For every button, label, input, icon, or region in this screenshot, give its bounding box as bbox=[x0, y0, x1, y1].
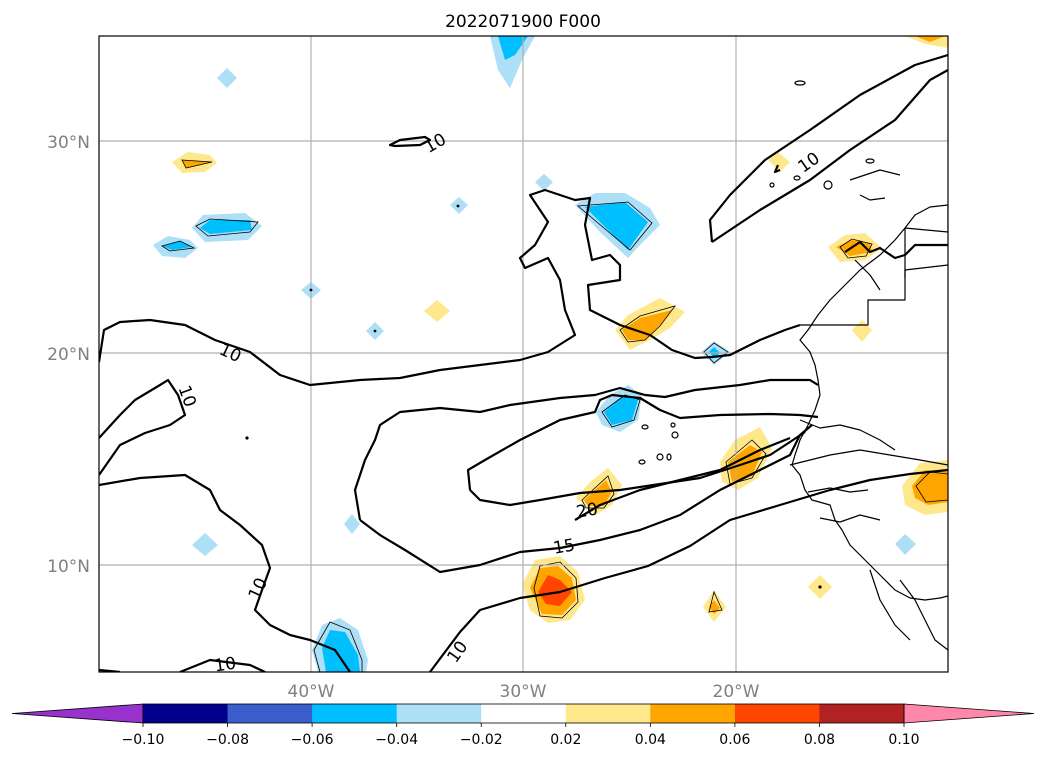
contour-label: 15 bbox=[552, 535, 577, 558]
colorbar-extend-min bbox=[11, 703, 144, 724]
colorbar-segment bbox=[819, 704, 905, 723]
neg-region bbox=[200, 220, 252, 234]
colorbar-frame bbox=[142, 703, 905, 724]
neg-region bbox=[217, 68, 237, 88]
pos-region bbox=[182, 160, 212, 168]
lat-label: 20°N bbox=[47, 345, 90, 365]
colorbar-tick-label: −0.04 bbox=[375, 732, 418, 748]
neg-region bbox=[490, 36, 535, 88]
latitude-labels: 30°N 20°N 10°N bbox=[47, 133, 90, 577]
colorbar-tick-label: 0.04 bbox=[635, 732, 666, 748]
pos-region bbox=[538, 575, 572, 606]
island bbox=[793, 175, 801, 181]
pos-region bbox=[912, 470, 948, 505]
colorbar-segment bbox=[565, 704, 651, 723]
colorbar-tick-label: 0.02 bbox=[550, 732, 581, 748]
pos-region bbox=[915, 36, 945, 42]
island bbox=[638, 459, 646, 465]
neg-region bbox=[344, 514, 360, 534]
colorbar-segment bbox=[396, 704, 482, 723]
island bbox=[641, 424, 649, 430]
colorbar-tick-label: 0.10 bbox=[888, 732, 919, 748]
lon-label: 30°W bbox=[500, 682, 547, 702]
island bbox=[670, 422, 676, 428]
colorbar-tick-label: −0.08 bbox=[206, 732, 249, 748]
colorbar-segment bbox=[227, 704, 313, 723]
colorbar-tick-label: −0.10 bbox=[122, 732, 165, 748]
neg-region bbox=[192, 533, 218, 556]
colorbar-segment bbox=[734, 704, 820, 723]
pos-region bbox=[622, 310, 672, 340]
colorbar-segment bbox=[650, 704, 736, 723]
neg-region bbox=[535, 174, 553, 191]
contours bbox=[99, 53, 948, 672]
neg-region bbox=[163, 241, 192, 250]
colorbar-segment bbox=[481, 704, 567, 723]
colorbar-tick-label: −0.02 bbox=[460, 732, 503, 748]
contour-dot bbox=[373, 329, 377, 333]
colorbar-segment bbox=[143, 704, 229, 723]
gridlines bbox=[99, 36, 948, 672]
coastlines bbox=[638, 80, 948, 651]
island bbox=[823, 180, 833, 190]
colorbar-segment bbox=[312, 704, 398, 723]
colorbar-tick-label: 0.08 bbox=[804, 732, 835, 748]
colorbar-tick-label: 0.06 bbox=[719, 732, 750, 748]
island bbox=[671, 431, 679, 439]
contour-dot bbox=[309, 288, 313, 292]
pos-region bbox=[424, 300, 450, 322]
island bbox=[865, 158, 875, 164]
colorbar-extend-max bbox=[903, 703, 1035, 724]
neg-region bbox=[498, 36, 528, 60]
island bbox=[769, 182, 775, 188]
neg-region bbox=[895, 534, 916, 555]
map-panel: 10 10 10 10 10 10 10 15 20 bbox=[99, 36, 948, 677]
map-frame bbox=[98, 35, 949, 673]
lon-label: 40°W bbox=[288, 682, 335, 702]
pos-region bbox=[768, 152, 790, 172]
lat-label: 30°N bbox=[47, 133, 90, 153]
island bbox=[656, 453, 664, 461]
island bbox=[794, 80, 806, 86]
contour-dot bbox=[245, 436, 249, 440]
longitude-labels: 40°W 30°W 20°W bbox=[288, 682, 760, 702]
contour-dot bbox=[456, 204, 460, 208]
colorbar-tick-label: −0.06 bbox=[291, 732, 334, 748]
pos-region bbox=[584, 480, 612, 506]
island bbox=[666, 453, 672, 461]
contour-label: 20 bbox=[575, 499, 600, 522]
lon-label: 20°W bbox=[713, 682, 760, 702]
neg-region bbox=[604, 395, 638, 425]
neg-region bbox=[322, 630, 360, 672]
lat-label: 10°N bbox=[47, 557, 90, 577]
colorbar: −0.10 −0.08 −0.06 −0.04 −0.02 0.02 0.04 0.06 0.0… bbox=[11, 703, 1035, 748]
neg-region bbox=[585, 202, 648, 250]
contour-dot bbox=[818, 585, 822, 589]
map-title: 2022071900 F000 bbox=[445, 12, 601, 32]
contour-label: 10 bbox=[213, 654, 237, 677]
